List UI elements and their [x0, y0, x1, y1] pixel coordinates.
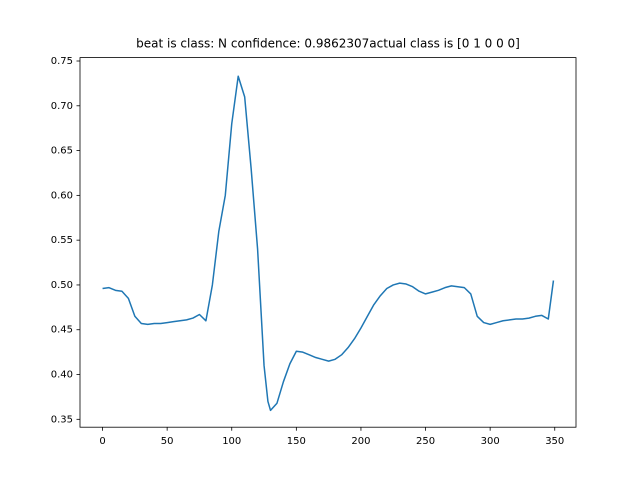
- chart-title: beat is class: N confidence: 0.9862307ac…: [136, 37, 520, 51]
- y-tick-label: 0.50: [51, 280, 73, 291]
- x-tick-label: 200: [351, 436, 370, 447]
- y-tick-label: 0.70: [51, 101, 73, 112]
- y-tick-label: 0.75: [51, 56, 73, 67]
- data-line: [102, 75, 555, 412]
- y-tick-label: 0.35: [51, 414, 73, 425]
- x-tick-label: 150: [287, 436, 306, 447]
- x-tick-label: 350: [545, 436, 564, 447]
- x-tick-label: 0: [99, 436, 105, 447]
- y-tick-label: 0.55: [51, 235, 73, 246]
- x-tick-label: 250: [416, 436, 435, 447]
- x-tick-label: 50: [161, 436, 174, 447]
- plot-frame: [79, 57, 577, 428]
- y-tick-label: 0.45: [51, 325, 73, 336]
- x-tick-label: 300: [481, 436, 500, 447]
- y-tick-label: 0.60: [51, 190, 73, 201]
- y-tick-label: 0.40: [51, 370, 73, 381]
- y-tick-label: 0.65: [51, 146, 73, 157]
- x-tick-label: 100: [222, 436, 241, 447]
